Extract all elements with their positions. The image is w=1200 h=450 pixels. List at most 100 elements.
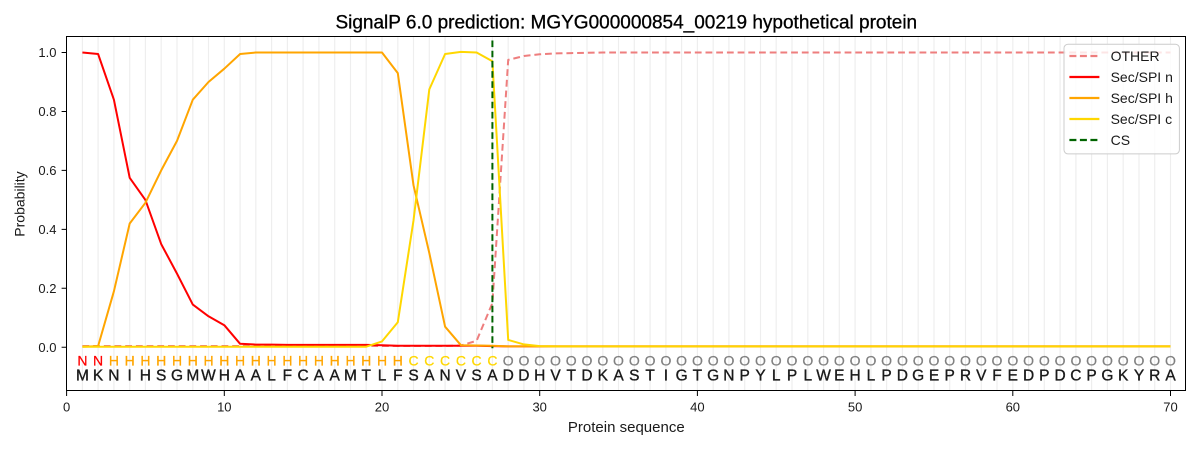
svg-text:H: H bbox=[251, 353, 261, 369]
svg-text:A: A bbox=[424, 368, 435, 385]
svg-text:V: V bbox=[550, 368, 561, 385]
svg-text:L: L bbox=[378, 368, 387, 385]
svg-text:H: H bbox=[267, 353, 277, 369]
svg-text:Sec/SPI n: Sec/SPI n bbox=[1111, 69, 1173, 85]
svg-text:C: C bbox=[297, 368, 308, 385]
svg-text:0.0: 0.0 bbox=[38, 340, 56, 355]
svg-text:SignalP 6.0 prediction: MGYG00: SignalP 6.0 prediction: MGYG000000854_00… bbox=[335, 13, 917, 34]
svg-text:O: O bbox=[1149, 353, 1160, 369]
svg-text:L: L bbox=[867, 368, 876, 385]
svg-text:Probability: Probability bbox=[12, 171, 28, 236]
svg-text:O: O bbox=[1007, 353, 1018, 369]
svg-text:O: O bbox=[739, 353, 750, 369]
svg-text:H: H bbox=[203, 353, 213, 369]
svg-text:S: S bbox=[156, 368, 166, 385]
svg-text:P: P bbox=[740, 368, 750, 385]
svg-text:H: H bbox=[219, 353, 229, 369]
svg-text:O: O bbox=[518, 353, 529, 369]
svg-text:M: M bbox=[76, 368, 89, 385]
svg-text:O: O bbox=[1039, 353, 1050, 369]
svg-text:H: H bbox=[393, 353, 403, 369]
svg-text:E: E bbox=[834, 368, 844, 385]
svg-text:50: 50 bbox=[848, 399, 862, 414]
svg-text:O: O bbox=[660, 353, 671, 369]
svg-text:Y: Y bbox=[1134, 368, 1144, 385]
svg-text:H: H bbox=[534, 368, 545, 385]
svg-text:H: H bbox=[361, 353, 371, 369]
svg-text:O: O bbox=[1102, 353, 1113, 369]
svg-text:G: G bbox=[171, 368, 183, 385]
svg-text:O: O bbox=[566, 353, 577, 369]
svg-text:E: E bbox=[1008, 368, 1018, 385]
svg-text:O: O bbox=[613, 353, 624, 369]
svg-text:T: T bbox=[645, 368, 655, 385]
svg-text:H: H bbox=[282, 353, 292, 369]
svg-text:P: P bbox=[1086, 368, 1096, 385]
svg-text:O: O bbox=[550, 353, 561, 369]
svg-text:O: O bbox=[708, 353, 719, 369]
svg-text:O: O bbox=[944, 353, 955, 369]
svg-text:A: A bbox=[487, 368, 498, 385]
svg-text:H: H bbox=[314, 353, 324, 369]
svg-text:30: 30 bbox=[532, 399, 546, 414]
svg-text:L: L bbox=[772, 368, 781, 385]
svg-text:H: H bbox=[188, 353, 198, 369]
svg-text:G: G bbox=[676, 368, 688, 385]
svg-text:O: O bbox=[645, 353, 656, 369]
svg-text:I: I bbox=[128, 368, 132, 385]
svg-text:O: O bbox=[802, 353, 813, 369]
svg-text:0.4: 0.4 bbox=[38, 222, 56, 237]
svg-text:D: D bbox=[518, 368, 529, 385]
svg-text:C: C bbox=[456, 353, 466, 369]
svg-text:H: H bbox=[330, 353, 340, 369]
svg-text:R: R bbox=[1149, 368, 1160, 385]
svg-text:P: P bbox=[787, 368, 797, 385]
svg-text:O: O bbox=[755, 353, 766, 369]
svg-text:A: A bbox=[314, 368, 325, 385]
svg-text:V: V bbox=[456, 368, 467, 385]
svg-text:D: D bbox=[1054, 368, 1065, 385]
svg-text:O: O bbox=[1023, 353, 1034, 369]
svg-text:0: 0 bbox=[63, 399, 70, 414]
svg-text:O: O bbox=[534, 353, 545, 369]
svg-text:D: D bbox=[581, 368, 592, 385]
svg-text:N: N bbox=[723, 368, 734, 385]
svg-text:H: H bbox=[140, 353, 150, 369]
svg-text:C: C bbox=[440, 353, 450, 369]
svg-text:O: O bbox=[834, 353, 845, 369]
svg-text:O: O bbox=[960, 353, 971, 369]
svg-text:W: W bbox=[201, 368, 216, 385]
svg-text:D: D bbox=[897, 368, 908, 385]
svg-text:O: O bbox=[676, 353, 687, 369]
svg-text:H: H bbox=[298, 353, 308, 369]
svg-text:R: R bbox=[960, 368, 971, 385]
svg-text:H: H bbox=[125, 353, 135, 369]
svg-text:V: V bbox=[976, 368, 987, 385]
svg-text:F: F bbox=[992, 368, 1001, 385]
svg-text:O: O bbox=[865, 353, 876, 369]
svg-text:H: H bbox=[140, 368, 151, 385]
svg-text:N: N bbox=[439, 368, 450, 385]
svg-text:O: O bbox=[629, 353, 640, 369]
svg-text:O: O bbox=[787, 353, 798, 369]
svg-text:0.2: 0.2 bbox=[38, 281, 56, 296]
svg-text:60: 60 bbox=[1006, 399, 1020, 414]
svg-text:K: K bbox=[93, 368, 104, 385]
svg-text:P: P bbox=[881, 368, 891, 385]
svg-text:O: O bbox=[692, 353, 703, 369]
svg-text:C: C bbox=[424, 353, 434, 369]
svg-text:L: L bbox=[267, 368, 276, 385]
svg-text:G: G bbox=[912, 368, 924, 385]
svg-text:10: 10 bbox=[217, 399, 231, 414]
svg-text:C: C bbox=[408, 353, 418, 369]
svg-text:O: O bbox=[818, 353, 829, 369]
svg-text:G: G bbox=[1101, 368, 1113, 385]
svg-text:M: M bbox=[186, 368, 199, 385]
svg-text:S: S bbox=[629, 368, 639, 385]
svg-text:20: 20 bbox=[375, 399, 389, 414]
svg-text:O: O bbox=[1134, 353, 1145, 369]
svg-text:H: H bbox=[172, 353, 182, 369]
svg-text:A: A bbox=[1165, 368, 1176, 385]
svg-text:CS: CS bbox=[1111, 132, 1130, 148]
svg-text:O: O bbox=[897, 353, 908, 369]
